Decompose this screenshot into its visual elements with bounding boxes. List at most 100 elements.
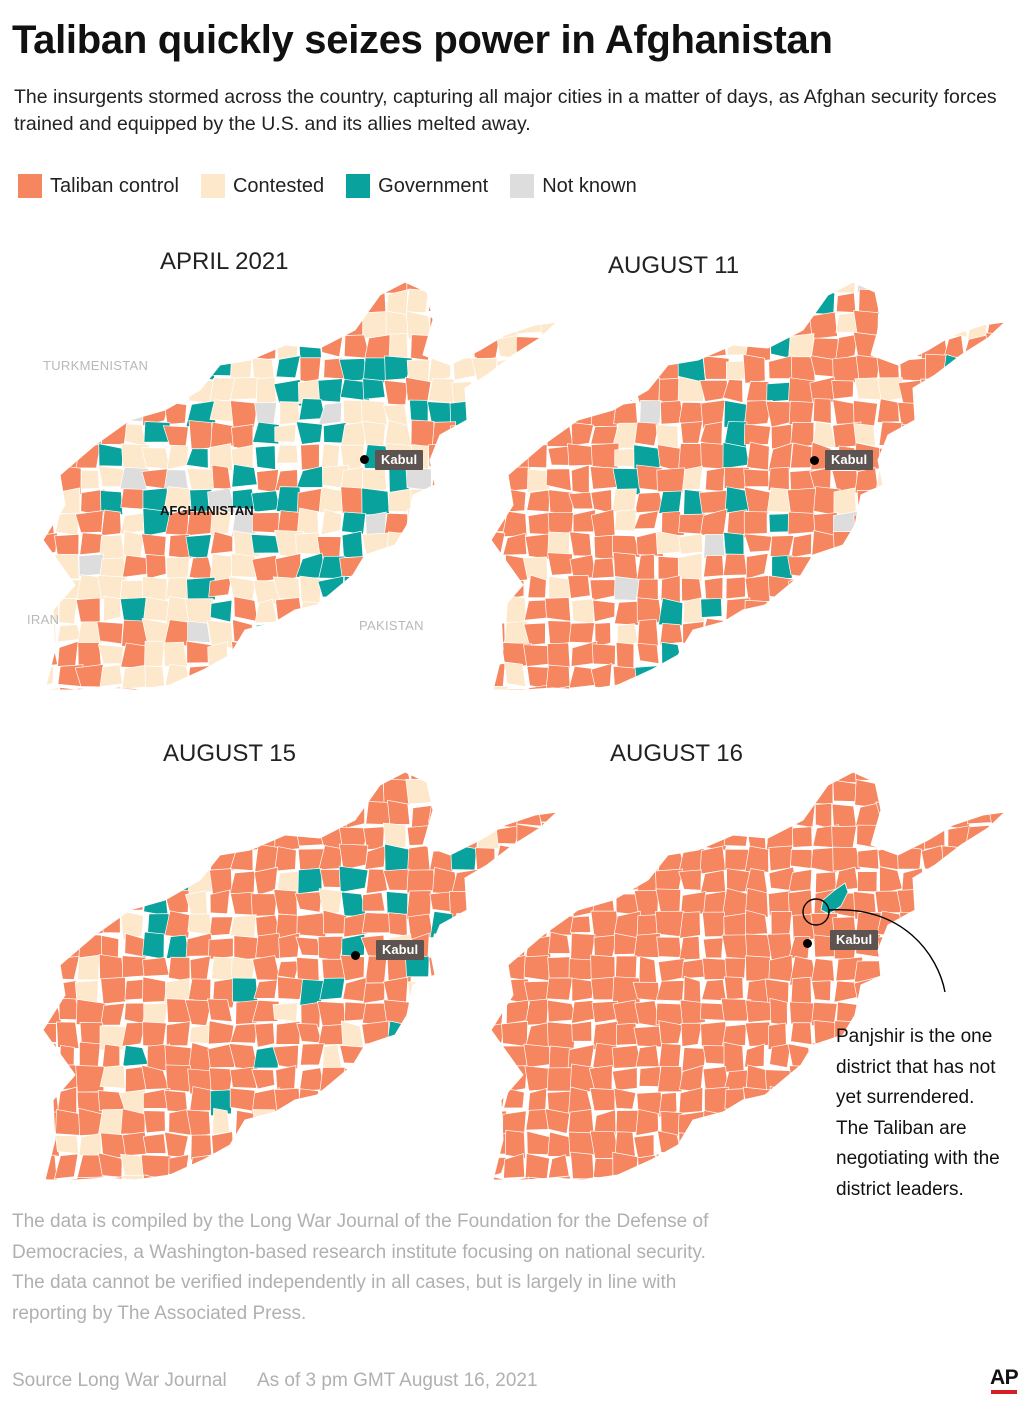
district-taliban	[452, 999, 477, 1022]
district-contested	[428, 683, 455, 690]
district-contested	[428, 354, 452, 383]
district-contested	[942, 378, 969, 405]
district-taliban	[74, 663, 104, 688]
district-contested	[615, 332, 638, 364]
district-taliban	[55, 419, 82, 453]
district-taliban	[57, 687, 81, 690]
district-taliban	[410, 1111, 432, 1138]
district-taliban	[527, 293, 552, 314]
district-taliban	[252, 512, 280, 534]
district-contested	[299, 575, 322, 604]
page-title: Taliban quickly seizes power in Afghanis…	[12, 18, 833, 62]
district-taliban	[406, 1022, 434, 1049]
district-contested	[682, 597, 705, 624]
district-taliban	[790, 1022, 813, 1045]
source-line: Source Long War Journal As of 3 pm GMT A…	[12, 1370, 564, 1392]
district-taliban	[188, 420, 214, 451]
district-taliban	[121, 1022, 146, 1047]
district-government	[185, 534, 212, 560]
district-contested	[431, 334, 455, 358]
district-taliban	[43, 933, 58, 960]
district-government	[338, 865, 369, 893]
district-taliban	[617, 289, 636, 316]
district-taliban	[491, 422, 504, 451]
district-government	[700, 598, 723, 618]
district-taliban	[254, 1022, 275, 1048]
district-taliban	[989, 598, 1005, 619]
district-contested	[80, 469, 100, 490]
district-taliban	[897, 686, 922, 690]
district-contested	[43, 376, 60, 404]
district-taliban	[571, 1020, 593, 1042]
district-contested	[144, 640, 166, 671]
district-taliban	[451, 1109, 476, 1135]
district-taliban	[491, 485, 509, 515]
district-taliban	[164, 1131, 189, 1158]
district-taliban	[813, 398, 832, 424]
district-taliban	[275, 289, 301, 318]
district-taliban	[43, 443, 56, 465]
district-contested	[385, 1065, 415, 1091]
district-taliban	[363, 1070, 393, 1092]
district-government	[877, 290, 903, 318]
district-government	[942, 354, 967, 382]
district-taliban	[854, 552, 880, 579]
district-taliban	[809, 621, 839, 647]
district-taliban	[503, 1153, 525, 1179]
district-taliban	[569, 531, 592, 557]
district-taliban	[428, 666, 455, 690]
district-contested	[165, 556, 190, 580]
district-taliban	[570, 355, 596, 380]
district-taliban	[964, 511, 991, 535]
district-taliban	[723, 619, 745, 643]
district-taliban	[141, 468, 169, 490]
district-taliban	[75, 801, 101, 828]
district-taliban	[544, 597, 572, 622]
panjshir-callout	[802, 882, 946, 993]
district-taliban	[58, 887, 82, 913]
district-taliban	[101, 422, 129, 445]
district-contested	[43, 282, 58, 289]
district-taliban	[43, 487, 57, 515]
district-taliban	[792, 288, 812, 319]
district-taliban	[164, 910, 192, 939]
district-taliban	[338, 1107, 366, 1136]
legend-item-taliban: Taliban control	[18, 174, 179, 198]
district-contested	[382, 822, 407, 850]
district-taliban	[383, 512, 410, 536]
district-taliban	[657, 1065, 683, 1093]
district-taliban	[876, 398, 900, 423]
district-government	[658, 597, 684, 627]
district-taliban	[406, 667, 437, 687]
district-taliban	[453, 1021, 479, 1047]
legend-swatch-government	[346, 174, 371, 198]
district-unknown	[54, 334, 78, 361]
district-contested	[491, 580, 504, 605]
district-taliban	[986, 442, 1005, 472]
district-taliban	[898, 287, 920, 316]
district-taliban	[920, 490, 948, 515]
district-taliban	[235, 781, 259, 807]
district-contested	[427, 578, 456, 602]
district-taliban	[745, 313, 771, 340]
district-taliban	[145, 800, 167, 826]
district-taliban	[123, 380, 143, 403]
district-taliban	[786, 487, 818, 516]
district-contested	[207, 293, 236, 317]
district-taliban	[98, 332, 127, 358]
kabul-dot	[360, 455, 369, 464]
district-taliban	[119, 772, 144, 786]
district-government	[943, 555, 972, 576]
district-contested	[832, 685, 859, 690]
district-contested	[677, 552, 703, 582]
district-taliban	[278, 1154, 306, 1180]
district-contested	[209, 507, 232, 538]
district-taliban	[677, 314, 707, 338]
district-taliban	[209, 889, 231, 915]
district-taliban	[209, 772, 233, 783]
district-taliban	[43, 1087, 60, 1115]
district-taliban	[964, 555, 991, 579]
district-taliban	[876, 641, 905, 663]
district-taliban	[1007, 290, 1024, 316]
district-taliban	[546, 1175, 574, 1180]
